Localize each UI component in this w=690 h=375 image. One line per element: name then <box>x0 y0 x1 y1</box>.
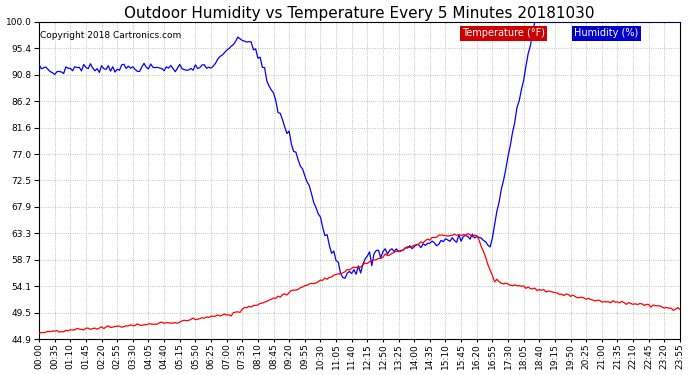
Text: Temperature (°F): Temperature (°F) <box>462 28 545 38</box>
Title: Outdoor Humidity vs Temperature Every 5 Minutes 20181030: Outdoor Humidity vs Temperature Every 5 … <box>124 6 595 21</box>
Text: Copyright 2018 Cartronics.com: Copyright 2018 Cartronics.com <box>40 31 181 40</box>
Text: Humidity (%): Humidity (%) <box>574 28 638 38</box>
